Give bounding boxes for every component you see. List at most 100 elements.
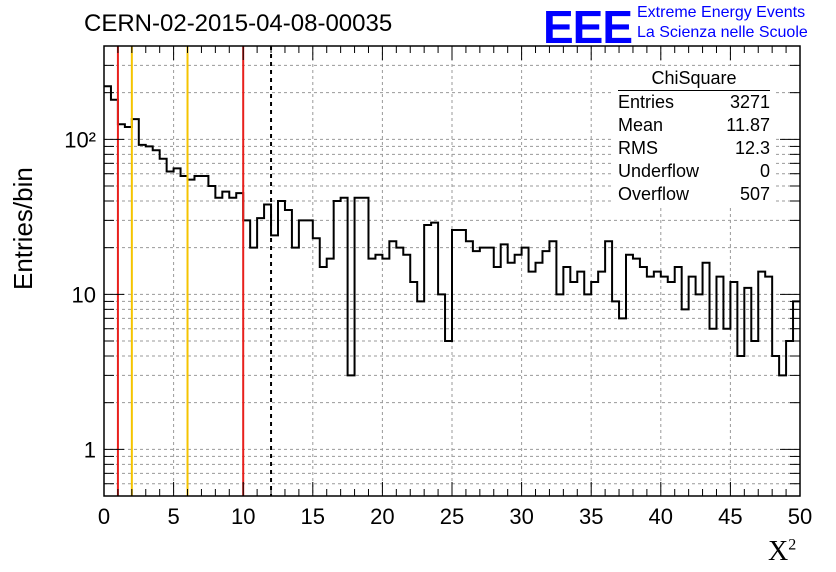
histogram-bin <box>508 263 515 496</box>
histogram-bin <box>563 267 570 496</box>
histogram-bin <box>522 248 529 496</box>
histogram-bin <box>229 198 236 496</box>
y-tick-label: 1 <box>84 437 96 462</box>
histogram-bin <box>334 201 341 496</box>
histogram-bin <box>598 272 605 496</box>
stats-value: 12.3 <box>734 138 770 158</box>
histogram-bin <box>153 150 160 496</box>
histogram-bin <box>473 251 480 496</box>
histogram-bin <box>299 220 306 496</box>
histogram-bin <box>194 176 201 496</box>
histogram-bin <box>654 272 661 496</box>
histogram-bin <box>668 282 675 496</box>
histogram-bin <box>438 294 445 496</box>
histogram-bin <box>278 201 285 496</box>
histogram-bin <box>348 375 355 496</box>
histogram-bin <box>236 193 243 496</box>
histogram-bin <box>730 282 737 496</box>
stats-label: Entries <box>618 92 675 112</box>
histogram-bin <box>264 204 271 496</box>
histogram-bin <box>723 329 730 496</box>
histogram-bin <box>682 309 689 496</box>
histogram-bin <box>605 241 612 496</box>
histogram-bin <box>577 272 584 496</box>
x-axis-label: X2 <box>768 536 797 567</box>
histogram-bin <box>424 225 431 496</box>
chart-title: CERN-02-2015-04-08-00035 <box>84 10 393 37</box>
histogram-bin <box>445 341 452 496</box>
histogram-bin <box>104 86 111 496</box>
histogram-bin <box>222 192 229 496</box>
histogram-bin <box>306 220 313 496</box>
histogram-bin <box>292 248 299 496</box>
histogram-bin <box>640 267 647 496</box>
histogram-bin <box>703 263 710 496</box>
histogram-bin <box>382 259 389 496</box>
histogram-bin <box>389 241 396 496</box>
histogram-bin <box>570 282 577 496</box>
axis-ticks: 0 5 10 15 20 25 30 35 40 45 50 1 10 10² <box>64 45 812 529</box>
histogram-bin <box>341 198 348 496</box>
histogram-bin <box>487 248 494 496</box>
stats-box: ChiSquare Entries 3271 Mean 11.87 RMS 12… <box>612 66 776 206</box>
histogram-bin <box>362 198 369 496</box>
histogram-bin <box>118 124 125 496</box>
histogram-bin <box>549 241 556 496</box>
histogram-bin <box>271 235 278 496</box>
histogram-bin <box>689 277 696 496</box>
histogram-bin <box>160 159 167 496</box>
histogram-bin <box>431 223 438 496</box>
histogram-outline <box>104 85 800 377</box>
histogram-bin <box>410 282 417 496</box>
histogram-bin <box>208 186 215 496</box>
histogram-bin <box>355 198 362 496</box>
x-tick-label: 50 <box>788 504 812 529</box>
histogram-bin <box>751 341 758 496</box>
histogram-bin <box>417 301 424 496</box>
histogram-bin <box>257 218 264 496</box>
stats-label: RMS <box>618 138 658 158</box>
x-tick-label: 10 <box>231 504 255 529</box>
histogram-bin <box>403 255 410 496</box>
y-tick-label: 10 <box>72 282 96 307</box>
histogram-bin <box>716 277 723 496</box>
histogram-bin <box>452 230 459 496</box>
histogram-bin <box>396 248 403 496</box>
histogram-bin <box>626 255 633 496</box>
histogram-bin <box>181 176 188 496</box>
histogram-bin <box>737 356 744 496</box>
histogram-bin <box>243 220 250 496</box>
histogram-bin <box>529 272 536 496</box>
histogram-bin <box>696 294 703 496</box>
x-tick-label: 20 <box>370 504 394 529</box>
histogram-bin <box>536 263 543 496</box>
x-tick-label: 30 <box>509 504 533 529</box>
x-tick-label: 25 <box>440 504 464 529</box>
x-tick-label: 35 <box>579 504 603 529</box>
stats-row-mean: Mean 11.87 <box>612 114 776 137</box>
eee-logo: EEE <box>543 1 633 53</box>
histogram-bin <box>201 176 208 496</box>
histogram-bin <box>515 255 522 496</box>
stats-label: Overflow <box>618 184 690 204</box>
histogram-series <box>104 85 800 496</box>
y-axis-label: Entries/bin <box>8 167 38 290</box>
histogram-bin <box>146 146 153 496</box>
histogram-bin <box>793 301 800 496</box>
stats-value: 507 <box>739 184 770 204</box>
stats-label: Mean <box>618 115 664 135</box>
histogram-bin <box>111 100 118 496</box>
histogram-bin <box>313 238 320 496</box>
histogram-bin <box>612 301 619 496</box>
histogram-bin <box>710 329 717 496</box>
histogram-bin <box>174 168 181 496</box>
stats-row-overflow: Overflow 507 <box>612 183 776 206</box>
histogram-bin <box>542 251 549 496</box>
x-tick-label: 0 <box>98 504 110 529</box>
histogram-bin <box>132 119 139 496</box>
histogram-bin <box>480 248 487 496</box>
histogram-bin <box>765 277 772 496</box>
histogram-bin <box>188 180 195 496</box>
histogram-bin <box>285 210 292 496</box>
